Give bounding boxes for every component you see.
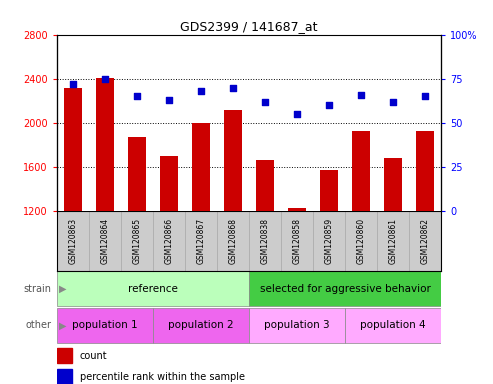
Text: GSM120862: GSM120862: [421, 218, 430, 264]
Bar: [417, 131, 434, 344]
Text: population 1: population 1: [72, 320, 138, 331]
Bar: [57, 348, 72, 362]
FancyBboxPatch shape: [89, 211, 121, 271]
Text: strain: strain: [24, 284, 52, 294]
Text: population 2: population 2: [168, 320, 234, 331]
Text: GSM120866: GSM120866: [164, 218, 174, 264]
Text: GSM120860: GSM120860: [356, 218, 366, 264]
Bar: [385, 158, 402, 344]
FancyBboxPatch shape: [345, 308, 441, 343]
FancyBboxPatch shape: [185, 211, 217, 271]
FancyBboxPatch shape: [249, 308, 345, 343]
Text: reference: reference: [128, 284, 178, 294]
Bar: [192, 123, 210, 344]
Point: [261, 99, 269, 105]
FancyBboxPatch shape: [153, 308, 249, 343]
Bar: [64, 88, 81, 344]
Point: [69, 81, 77, 87]
Point: [197, 88, 205, 94]
FancyBboxPatch shape: [377, 211, 409, 271]
FancyBboxPatch shape: [153, 211, 185, 271]
FancyBboxPatch shape: [57, 308, 153, 343]
Point: [101, 76, 108, 82]
Text: population 4: population 4: [360, 320, 426, 331]
Text: percentile rank within the sample: percentile rank within the sample: [80, 372, 245, 382]
FancyBboxPatch shape: [57, 271, 249, 306]
Point: [293, 111, 301, 117]
Text: selected for aggressive behavior: selected for aggressive behavior: [260, 284, 430, 294]
Text: ▶: ▶: [59, 284, 67, 294]
FancyBboxPatch shape: [57, 211, 89, 271]
FancyBboxPatch shape: [409, 211, 441, 271]
Text: GSM120868: GSM120868: [228, 218, 238, 264]
Text: count: count: [80, 351, 107, 361]
Bar: [128, 137, 145, 344]
Bar: [256, 161, 274, 344]
Text: ▶: ▶: [59, 320, 67, 331]
Text: GSM120838: GSM120838: [260, 218, 270, 264]
Point: [229, 84, 237, 91]
Point: [165, 97, 173, 103]
FancyBboxPatch shape: [121, 211, 153, 271]
Bar: [57, 369, 72, 384]
Text: GSM120867: GSM120867: [196, 218, 206, 264]
FancyBboxPatch shape: [345, 211, 377, 271]
Point: [325, 102, 333, 108]
Text: population 3: population 3: [264, 320, 330, 331]
FancyBboxPatch shape: [313, 211, 345, 271]
Text: GSM120859: GSM120859: [324, 218, 334, 264]
FancyBboxPatch shape: [249, 271, 441, 306]
Point: [357, 91, 365, 98]
Text: other: other: [26, 320, 52, 331]
Bar: [288, 208, 306, 344]
FancyBboxPatch shape: [281, 211, 313, 271]
Point: [133, 93, 141, 99]
FancyBboxPatch shape: [217, 211, 249, 271]
Text: GSM120861: GSM120861: [388, 218, 398, 264]
Text: GSM120865: GSM120865: [132, 218, 141, 264]
Bar: [320, 170, 338, 344]
Text: GSM120863: GSM120863: [68, 218, 77, 264]
Title: GDS2399 / 141687_at: GDS2399 / 141687_at: [180, 20, 317, 33]
Bar: [160, 156, 177, 344]
Point: [421, 93, 429, 99]
Text: GSM120864: GSM120864: [100, 218, 109, 264]
FancyBboxPatch shape: [249, 211, 281, 271]
Text: GSM120858: GSM120858: [292, 218, 302, 264]
Bar: [352, 131, 370, 344]
Bar: [96, 78, 113, 344]
Point: [389, 99, 397, 105]
Bar: [224, 110, 242, 344]
